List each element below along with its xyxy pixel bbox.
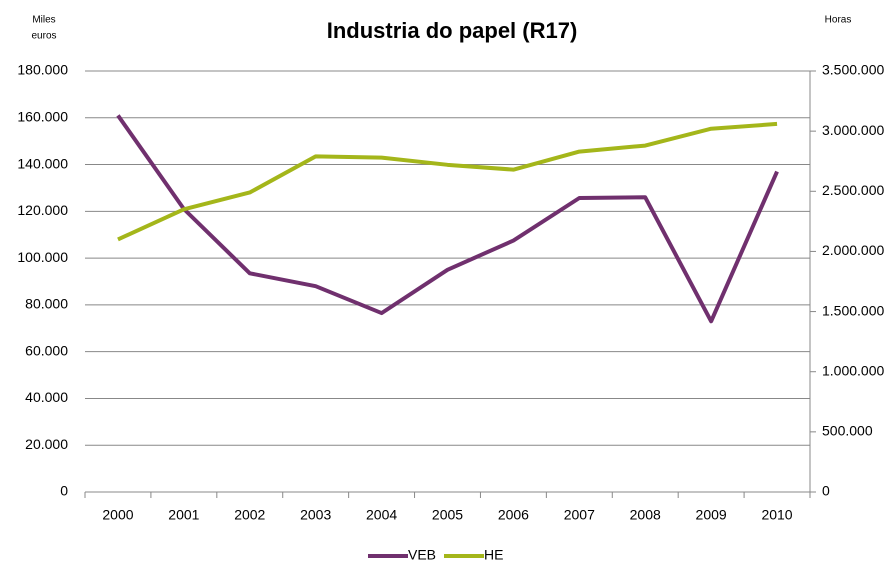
y2-tick-label: 0 bbox=[822, 483, 830, 499]
x-tick-label: 2009 bbox=[696, 507, 727, 523]
y-tick-label: 160.000 bbox=[17, 108, 68, 124]
y2-tick-label: 1.000.000 bbox=[822, 362, 884, 378]
y-axis-label: Miles bbox=[32, 15, 55, 26]
y2-tick-label: 1.500.000 bbox=[822, 302, 884, 318]
y-tick-label: 20.000 bbox=[25, 436, 68, 452]
y-tick-label: 80.000 bbox=[25, 296, 68, 312]
legend-label: HE bbox=[484, 547, 503, 563]
y-tick-label: 120.000 bbox=[17, 202, 68, 218]
series-line bbox=[117, 121, 778, 242]
legend-label: VEB bbox=[408, 547, 436, 563]
y-tick-label: 40.000 bbox=[25, 389, 68, 405]
y2-tick-label: 2.500.000 bbox=[822, 182, 884, 198]
x-tick-label: 2005 bbox=[432, 507, 463, 523]
y-tick-label: 180.000 bbox=[17, 62, 68, 78]
x-tick-label: 2006 bbox=[498, 507, 529, 523]
y2-tick-label: 2.000.000 bbox=[822, 242, 884, 258]
x-tick-label: 2001 bbox=[168, 507, 199, 523]
x-tick-label: 2004 bbox=[366, 507, 397, 523]
x-tick-label: 2003 bbox=[300, 507, 331, 523]
x-tick-label: 2002 bbox=[234, 507, 265, 523]
y-tick-label: 140.000 bbox=[17, 155, 68, 171]
y-tick-label: 60.000 bbox=[25, 342, 68, 358]
chart-title: Industria do papel (R17) bbox=[327, 18, 578, 43]
x-tick-label: 2010 bbox=[761, 507, 792, 523]
y-axis-label: euros bbox=[31, 31, 56, 42]
x-tick-label: 2000 bbox=[102, 507, 133, 523]
y2-tick-label: 500.000 bbox=[822, 423, 873, 439]
y2-tick-label: 3.500.000 bbox=[822, 62, 884, 78]
y2-tick-label: 3.000.000 bbox=[822, 122, 884, 138]
series-line bbox=[116, 114, 779, 324]
x-tick-label: 2008 bbox=[630, 507, 661, 523]
y-tick-label: 0 bbox=[60, 483, 68, 499]
y2-axis-label: Horas bbox=[825, 15, 852, 26]
x-tick-label: 2007 bbox=[564, 507, 595, 523]
y-tick-label: 100.000 bbox=[17, 249, 68, 265]
